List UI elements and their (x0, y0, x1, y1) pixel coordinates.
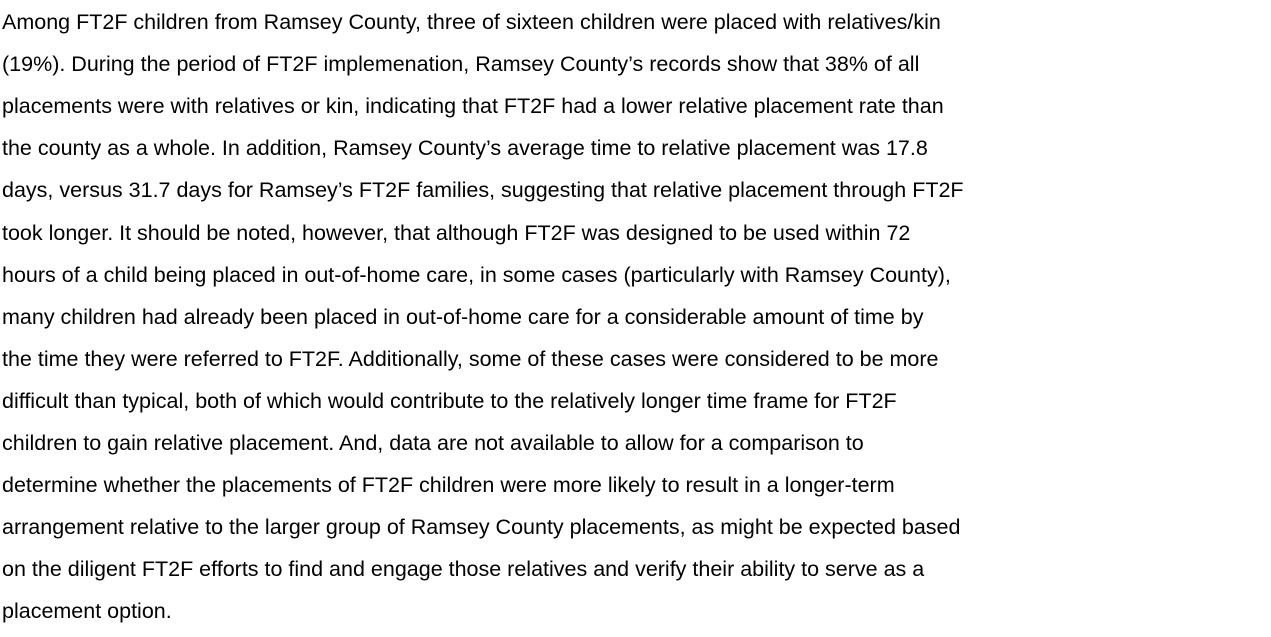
text-line: hours of a child being placed in out-of-… (2, 262, 951, 287)
text-line: took longer. It should be noted, however… (2, 220, 911, 245)
text-line: children to gain relative placement. And… (2, 431, 864, 455)
text-line: arrangement relative to the larger group… (2, 515, 961, 540)
text-line: determine whether the placements of FT2F… (2, 473, 895, 498)
text-line: days, versus 31.7 days for Ramsey’s FT2F… (2, 178, 964, 203)
text-line: Among FT2F children from Ramsey County, … (2, 10, 941, 34)
text-line: (19%). During the period of FT2F impleme… (2, 52, 920, 77)
text-line: many children had already been placed in… (2, 304, 924, 329)
text-line: placement option. (2, 599, 172, 624)
text-line: the county as a whole. In addition, Rams… (2, 136, 928, 161)
text-line: difficult than typical, both of which wo… (2, 388, 897, 413)
text-line: the time they were referred to FT2F. Add… (2, 346, 939, 371)
text-line: placements were with relatives or kin, i… (2, 94, 944, 119)
text-line: on the diligent FT2F efforts to find and… (2, 557, 925, 582)
